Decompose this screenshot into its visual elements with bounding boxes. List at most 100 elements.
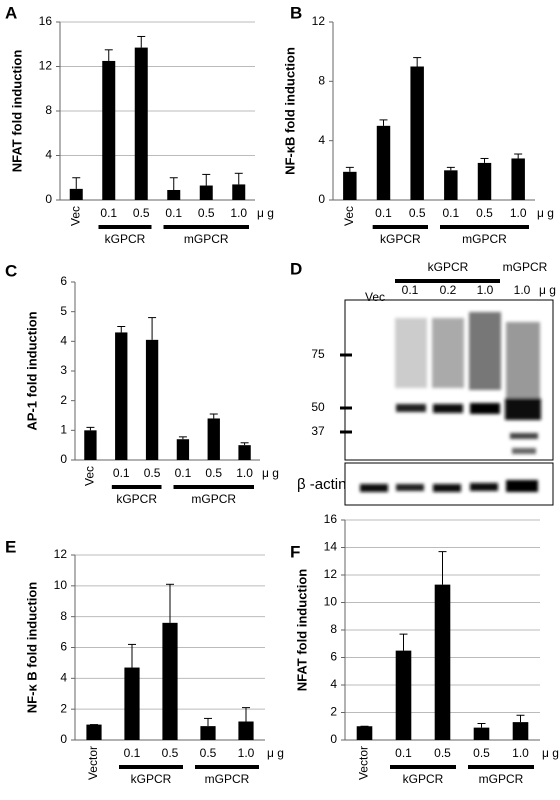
- unit-label: μ g: [539, 283, 556, 297]
- bar: [473, 727, 490, 740]
- y-tick-label: 6: [60, 640, 67, 654]
- y-tick-label: 0: [318, 192, 325, 206]
- y-tick-label: 8: [45, 103, 52, 117]
- y-tick-label: 14: [324, 540, 338, 554]
- lane-label: Vec: [365, 290, 385, 304]
- y-tick-label: 4: [318, 133, 325, 147]
- x-tick-label: 0.5: [205, 466, 222, 480]
- bar: [86, 724, 102, 740]
- bar: [238, 445, 251, 460]
- group-label: mGPCR: [503, 260, 548, 274]
- panel-letter: D: [290, 259, 302, 278]
- bar: [207, 418, 220, 460]
- bar: [512, 722, 529, 740]
- bar: [410, 66, 424, 200]
- group-label: kGPCR: [380, 232, 421, 246]
- group-label: kGPCR: [105, 232, 146, 246]
- y-axis-label: NF-κ B fold induction: [24, 582, 39, 714]
- y-tick-label: 3: [60, 363, 67, 377]
- bar: [84, 430, 97, 460]
- y-axis-label: NFAT fold induction: [294, 569, 309, 692]
- group-label: kGPCR: [428, 260, 469, 274]
- group-label: kGPCR: [403, 772, 444, 786]
- x-tick-label: Vec: [83, 466, 97, 486]
- group-label: mGPCR: [205, 772, 250, 786]
- y-tick-label: 1: [60, 423, 67, 437]
- y-tick-label: 4: [45, 148, 52, 162]
- panel-letter: F: [290, 542, 300, 561]
- group-label: mGPCR: [184, 232, 229, 246]
- bands: [360, 312, 541, 492]
- x-tick-label: 1.0: [510, 206, 527, 220]
- bar: [199, 185, 213, 200]
- y-tick-label: 6: [330, 650, 337, 664]
- x-tick-label: 0.5: [476, 206, 493, 220]
- y-tick-label: 12: [39, 59, 53, 73]
- marker-label: 37: [311, 424, 325, 438]
- bar: [162, 622, 178, 740]
- x-tick-label: 0.1: [165, 206, 182, 220]
- bar: [343, 171, 357, 200]
- y-tick-label: 10: [54, 578, 68, 592]
- group-label: mGPCR: [191, 492, 236, 506]
- x-tick-label: 0.5: [198, 206, 215, 220]
- unit-label: μ g: [267, 746, 284, 760]
- bar: [395, 650, 412, 740]
- bar: [444, 170, 458, 200]
- x-tick-label: 1.0: [230, 206, 247, 220]
- loading-control-label: β -actin: [297, 476, 346, 493]
- y-tick-label: 16: [324, 512, 338, 526]
- y-tick-label: 16: [39, 14, 53, 28]
- blot-panel: D kGPCR mGPCR Vec 0.1 0.2 1.0 1.0 μ g 75…: [290, 259, 556, 506]
- bar: [145, 339, 159, 460]
- x-tick-label: 0.1: [113, 466, 130, 480]
- y-tick-label: 10: [324, 595, 338, 609]
- x-tick-label: 0.5: [144, 466, 161, 480]
- y-tick-label: 12: [324, 567, 338, 581]
- bar: [167, 189, 181, 200]
- lane-label: 1.0: [514, 283, 531, 297]
- bar: [115, 332, 128, 460]
- bar: [511, 158, 525, 200]
- bar: [134, 47, 148, 201]
- group-label: mGPCR: [479, 772, 524, 786]
- y-tick-label: 0: [60, 732, 67, 746]
- panel-letter: B: [290, 3, 302, 22]
- y-tick-label: 8: [318, 74, 325, 88]
- bar: [200, 726, 216, 740]
- x-tick-label: 0.5: [133, 206, 150, 220]
- x-tick-label: 1.0: [238, 746, 255, 760]
- bar: [238, 721, 254, 740]
- bar: [434, 584, 451, 740]
- y-tick-label: 0: [330, 732, 337, 746]
- bar: [376, 125, 391, 200]
- bar: [176, 439, 190, 460]
- y-tick-label: 12: [54, 547, 68, 561]
- unit-label: μ g: [262, 466, 279, 480]
- group-label: kGPCR: [131, 772, 172, 786]
- panel-letter: A: [5, 3, 17, 22]
- lane-label: 0.2: [440, 283, 457, 297]
- y-axis-label: NF-κB fold induction: [282, 47, 297, 175]
- x-tick-label: 0.5: [200, 746, 217, 760]
- x-tick-label: Vector: [357, 746, 371, 780]
- group-label: kGPCR: [116, 492, 157, 506]
- y-tick-label: 12: [312, 14, 326, 28]
- bar: [69, 188, 83, 200]
- lane-label: 1.0: [477, 283, 494, 297]
- y-tick-label: 2: [330, 705, 337, 719]
- unit-label: μ g: [542, 746, 559, 760]
- y-tick-label: 4: [60, 334, 67, 348]
- y-axis-label: AP-1 fold induction: [24, 311, 39, 430]
- x-tick-label: Vec: [342, 206, 356, 226]
- x-tick-label: 0.1: [375, 206, 392, 220]
- y-tick-label: 0: [60, 452, 67, 466]
- y-tick-label: 8: [60, 609, 67, 623]
- bar: [124, 667, 140, 740]
- x-tick-label: 0.1: [395, 746, 412, 760]
- x-tick-label: Vector: [86, 746, 100, 780]
- x-tick-label: 1.0: [236, 466, 253, 480]
- marker-label: 75: [311, 347, 325, 361]
